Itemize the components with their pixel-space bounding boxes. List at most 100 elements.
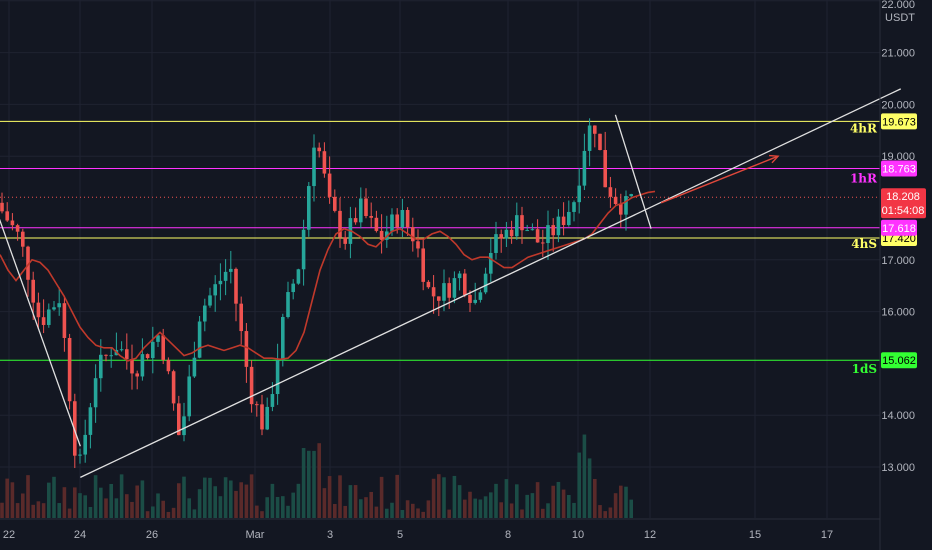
volume-bar-113 bbox=[587, 458, 592, 518]
volume-bar-101 bbox=[525, 494, 529, 518]
volume-bar-24 bbox=[125, 494, 129, 518]
candle-body-4 bbox=[21, 231, 25, 247]
candle-body-72 bbox=[374, 217, 379, 231]
volume-bar-104 bbox=[541, 508, 545, 518]
price-axis[interactable]: 21.000 20.000 19.000 17.000 16.000 14.000 13.0… bbox=[879, 0, 915, 550]
volume-bar-1 bbox=[5, 478, 9, 518]
candle-body-78 bbox=[405, 209, 410, 228]
level-tag-1hR: 18.763 bbox=[882, 163, 916, 175]
candle-body-82 bbox=[426, 281, 431, 288]
candle-body-9 bbox=[47, 309, 51, 325]
time-axis[interactable]: 22 24 26 Mar 3 5 8 10 12 15 17 bbox=[0, 518, 880, 541]
candle-body-102 bbox=[530, 229, 535, 231]
candle-body-41 bbox=[213, 284, 217, 296]
projection-arrow-head bbox=[769, 154, 780, 164]
price-tick-2: 20.000 bbox=[881, 99, 915, 111]
candle-body-14 bbox=[73, 401, 77, 456]
candle-body-69 bbox=[359, 198, 363, 223]
candle-body-31 bbox=[161, 335, 165, 360]
candle-body-25 bbox=[130, 358, 134, 374]
volume-bar-82 bbox=[426, 500, 431, 518]
volume-bar-54 bbox=[281, 496, 285, 518]
candle-body-71 bbox=[369, 216, 373, 218]
candle-body-0 bbox=[0, 202, 4, 212]
candle-body-111 bbox=[577, 185, 581, 203]
candle-body-44 bbox=[229, 268, 233, 272]
volume-bar-81 bbox=[421, 511, 425, 518]
candle-body-24 bbox=[125, 349, 129, 359]
volume-bar-112 bbox=[582, 434, 587, 518]
candle-body-34 bbox=[177, 403, 181, 436]
volume-bar-92 bbox=[478, 499, 483, 518]
candle-body-48 bbox=[249, 366, 254, 405]
volume-bar-50 bbox=[260, 511, 264, 518]
time-tick-3: Mar bbox=[246, 529, 265, 541]
volume-bar-42 bbox=[218, 496, 223, 518]
last-price-tag-bg bbox=[881, 188, 926, 219]
volume-bar-57 bbox=[296, 483, 301, 518]
candle-body-103 bbox=[535, 229, 540, 243]
candle-body-39 bbox=[203, 305, 207, 322]
level-labels: 4hR 1hR 4hS 1dS bbox=[850, 121, 878, 376]
time-tick-7: 10 bbox=[572, 529, 584, 541]
candle-body-51 bbox=[265, 406, 269, 430]
candle-body-95 bbox=[494, 234, 498, 253]
volume-bar-69 bbox=[359, 499, 363, 518]
candle-body-64 bbox=[333, 196, 337, 211]
volume-bar-30 bbox=[156, 493, 160, 518]
candle-body-1 bbox=[5, 211, 9, 221]
candle-body-93 bbox=[483, 273, 488, 293]
price-tick-top: 22.000 bbox=[881, 0, 915, 11]
level-label-4hR: 4hR bbox=[850, 121, 878, 135]
volume-bar-121 bbox=[629, 499, 633, 518]
volume-bar-43 bbox=[223, 477, 228, 518]
volume-bar-13 bbox=[67, 508, 72, 518]
candle-body-50 bbox=[260, 404, 264, 430]
candle-body-21 bbox=[109, 355, 113, 357]
candle-body-114 bbox=[593, 125, 597, 134]
volume-bar-110 bbox=[572, 502, 576, 518]
volume-bar-53 bbox=[275, 496, 280, 518]
candle-body-77 bbox=[400, 209, 405, 228]
level-tag-bg-4hR bbox=[881, 113, 917, 130]
candle-body-56 bbox=[291, 283, 295, 293]
candle-body-15 bbox=[78, 454, 82, 456]
volume-bar-99 bbox=[515, 484, 519, 518]
candle-body-92 bbox=[478, 292, 483, 300]
candle-body-33 bbox=[171, 371, 176, 404]
candle-body-43 bbox=[223, 271, 228, 281]
volume-bars bbox=[0, 434, 633, 518]
volume-bar-102 bbox=[530, 493, 535, 518]
candle-body-57 bbox=[296, 269, 301, 284]
volume-bar-29 bbox=[151, 506, 155, 518]
candle-body-99 bbox=[515, 215, 519, 237]
candle-body-65 bbox=[338, 210, 342, 238]
candle-body-88 bbox=[457, 273, 462, 279]
time-tick-8: 12 bbox=[644, 529, 656, 541]
last-price-countdown: 01:54:08 bbox=[882, 205, 925, 217]
price-tick-1: 21.000 bbox=[881, 48, 915, 60]
candle-body-26 bbox=[135, 373, 139, 377]
candle-body-36 bbox=[187, 376, 191, 417]
volume-bar-0 bbox=[0, 502, 4, 518]
volume-bar-119 bbox=[619, 485, 623, 518]
candle-body-45 bbox=[234, 268, 238, 304]
candle-body-2 bbox=[10, 220, 15, 226]
price-tick-7: 13.000 bbox=[881, 462, 915, 474]
volume-bar-8 bbox=[41, 503, 46, 518]
candle-body-62 bbox=[322, 151, 327, 174]
candle-body-18 bbox=[93, 378, 98, 408]
volume-bar-114 bbox=[593, 478, 597, 518]
candle-body-75 bbox=[390, 214, 394, 232]
volume-bar-97 bbox=[504, 479, 509, 518]
volume-bar-72 bbox=[374, 506, 379, 518]
volume-bar-4 bbox=[21, 493, 25, 518]
candle-body-112 bbox=[582, 150, 587, 186]
volume-bar-75 bbox=[390, 502, 394, 518]
candle-body-110 bbox=[572, 202, 576, 212]
candle-body-79 bbox=[411, 227, 415, 242]
candle-body-20 bbox=[104, 354, 108, 356]
volume-bar-37 bbox=[192, 509, 197, 518]
